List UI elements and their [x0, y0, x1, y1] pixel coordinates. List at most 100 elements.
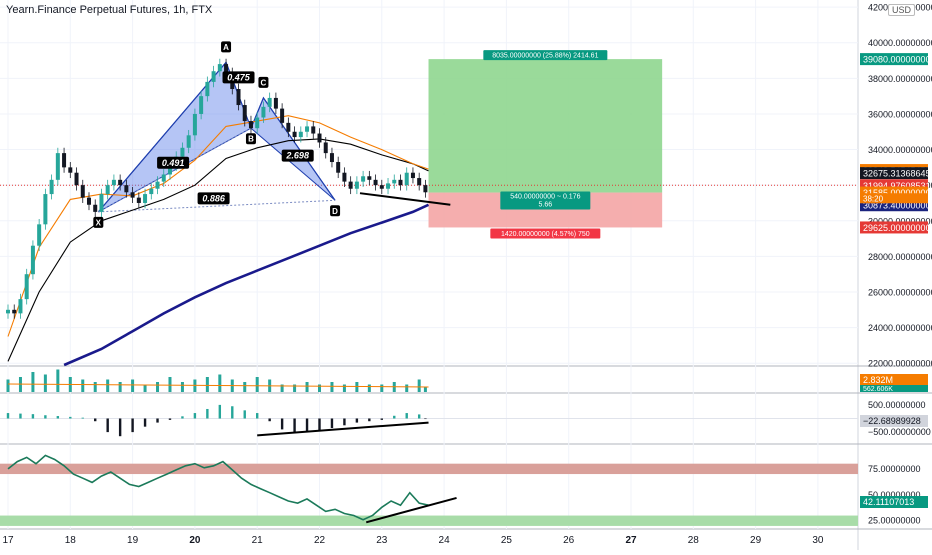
volume-bar	[180, 382, 184, 392]
volume-bar	[118, 382, 122, 392]
volume-bar	[280, 384, 284, 392]
candle-body	[118, 179, 123, 186]
candle-body	[423, 185, 428, 193]
macd-bar	[305, 418, 309, 433]
candle-body	[273, 97, 278, 109]
candle-body	[105, 185, 110, 195]
pattern-xd	[98, 199, 336, 213]
volume-bar	[423, 387, 427, 392]
price-tick-label: 28000.00000000	[868, 252, 932, 262]
macd-bar	[156, 418, 159, 423]
volume-bar	[131, 379, 135, 392]
rsi-oversold-band	[0, 515, 858, 526]
currency-badge[interactable]: USD	[888, 4, 916, 16]
countdown-bg	[860, 193, 928, 204]
rsi-tick-label: 25.00000000	[868, 516, 921, 526]
candle-body	[99, 194, 104, 212]
macd-bar	[31, 414, 35, 419]
candle-body	[286, 122, 291, 132]
symbol-title[interactable]: Yearn.Finance Perpetual Futures, 1h, FTX	[6, 4, 213, 16]
time-tick-label: 21	[252, 535, 264, 546]
volume-bar	[205, 377, 209, 392]
candle-body	[149, 188, 154, 195]
volume-bar	[305, 382, 309, 392]
pattern-point-badge	[221, 41, 232, 53]
macd-bar	[218, 404, 222, 419]
macd-bar	[181, 416, 184, 419]
pattern-point-label: X	[96, 218, 102, 227]
candle-body	[248, 121, 253, 129]
candle-body	[292, 131, 297, 138]
candle-body	[6, 309, 10, 314]
candle-body	[124, 185, 129, 193]
candle-body	[180, 147, 185, 157]
candle-body	[62, 153, 67, 168]
pattern-point-badge	[245, 133, 256, 145]
candle-body	[155, 181, 160, 189]
volume-label-2-bg	[860, 385, 928, 392]
pattern-point-label: D	[332, 207, 338, 216]
pattern-point-badge	[93, 216, 104, 228]
price-label: 31994.97608531	[863, 181, 931, 191]
pattern-ratio-label: 0.475	[227, 72, 251, 82]
price-label: 31585.00000000	[863, 188, 931, 198]
macd-bar	[106, 418, 109, 433]
macd-bar	[168, 418, 172, 420]
macd-bar	[318, 418, 321, 431]
macd-bar	[355, 418, 359, 423]
volume-bar	[417, 379, 421, 392]
target-label: 8035.00000000 (25.88%) 2414.61	[492, 53, 598, 60]
price-label: 39080.00000000	[863, 55, 931, 65]
volume-bar	[405, 384, 409, 392]
macd-bar	[280, 418, 284, 430]
volume-label-bg	[860, 374, 928, 385]
pattern-xab	[97, 61, 252, 213]
pattern-ratio-label: 0.491	[162, 158, 185, 168]
macd-trendline	[257, 421, 429, 437]
candle-body	[186, 135, 191, 148]
pattern-point-label: B	[248, 135, 254, 144]
candle-body	[55, 153, 60, 180]
price-tick-label: 36000.00000000	[868, 109, 932, 119]
macd-bar	[368, 418, 371, 422]
volume-bar	[81, 379, 85, 392]
macd-bar	[6, 413, 10, 419]
volume-bar	[31, 372, 35, 392]
candle-body	[12, 309, 17, 314]
candle-body	[192, 113, 197, 136]
macd-bar	[69, 416, 72, 419]
ema-fast-line	[7, 115, 429, 337]
time-tick-label: 28	[688, 535, 700, 546]
macd-bar	[330, 418, 334, 429]
countdown-label: 38:20	[863, 194, 884, 203]
pattern-ratio-badge	[222, 71, 255, 84]
macd-bar	[81, 417, 84, 419]
volume-bar	[6, 379, 10, 392]
volume-bar	[293, 384, 297, 392]
volume-label-1: 2.832M	[863, 375, 893, 385]
time-tick-label: 30	[812, 535, 824, 546]
candle-body	[68, 167, 73, 173]
rsi-overbought-band	[0, 463, 858, 475]
time-tick-label: 25	[501, 535, 513, 546]
volume-bar	[106, 379, 110, 392]
macd-bar	[256, 413, 259, 419]
candle-body	[30, 245, 35, 275]
price-label-bg	[860, 167, 928, 180]
time-tick-label: 29	[750, 535, 762, 546]
pattern-point-badge	[258, 76, 269, 88]
pattern-point-label: C	[261, 78, 267, 87]
macd-bar	[193, 413, 197, 419]
candle-body	[236, 89, 241, 106]
macd-bar	[131, 418, 134, 433]
stop-label: 1420.00000000 (4.57%) 750	[501, 231, 590, 238]
candle-body	[224, 64, 229, 73]
rsi-tick-label: 50.00000000	[868, 490, 921, 500]
candle-body	[392, 179, 397, 184]
rsi-label-bg	[860, 496, 928, 508]
price-label-bg	[860, 53, 928, 66]
candle-body	[43, 194, 48, 225]
price-label-bg	[860, 221, 928, 234]
candle-body	[367, 176, 372, 180]
